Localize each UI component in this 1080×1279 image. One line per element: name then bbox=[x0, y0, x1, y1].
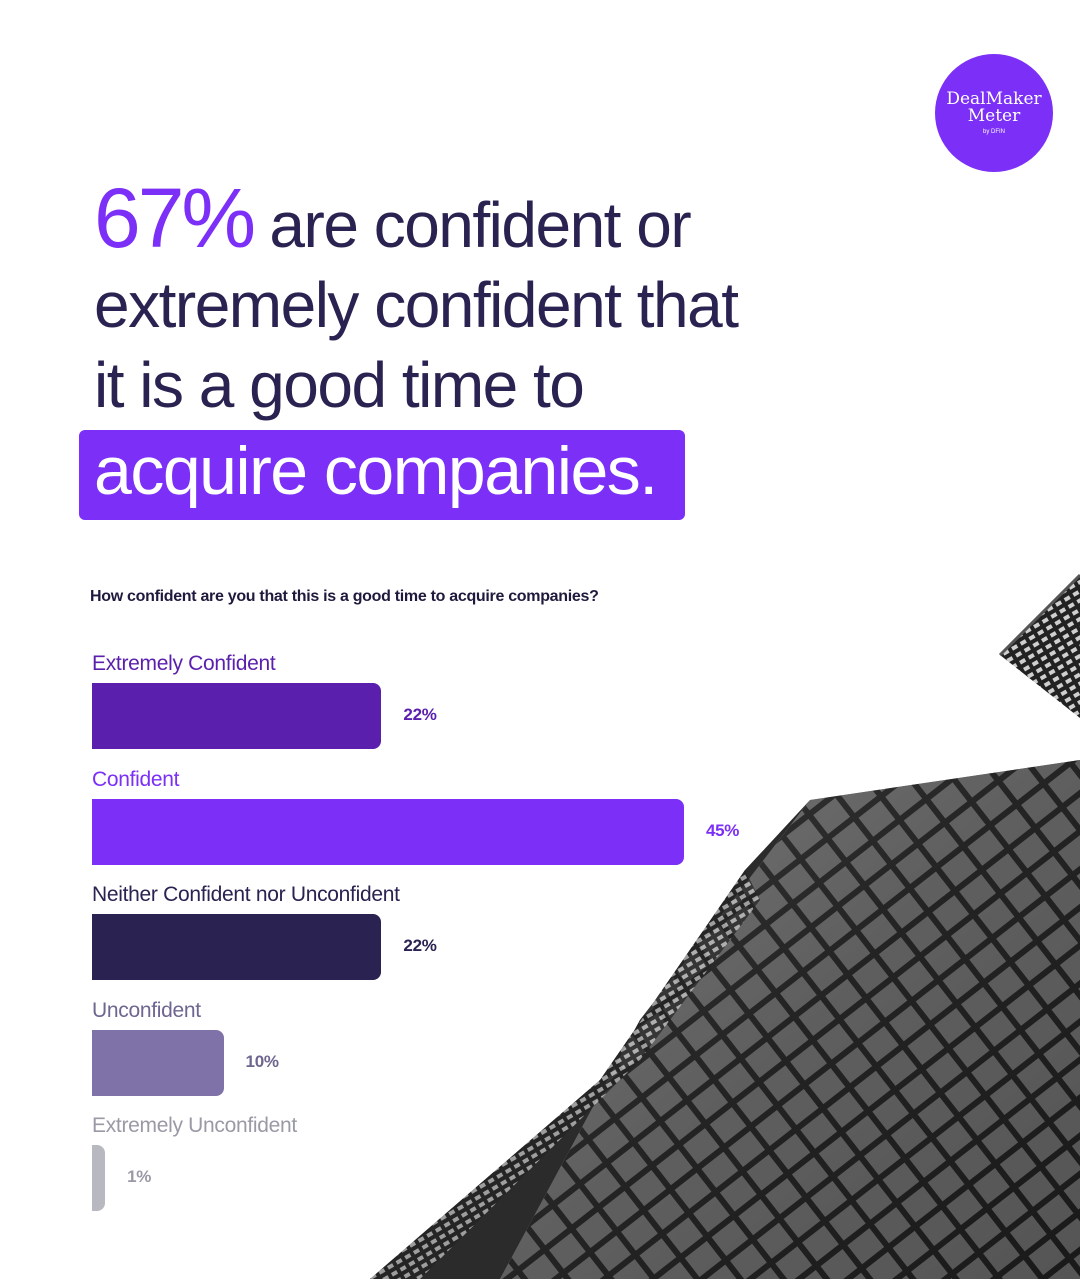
headline-highlight-text: acquire companies. bbox=[94, 433, 658, 509]
headline-line-3: it is a good time to bbox=[94, 349, 585, 421]
value-label: 45% bbox=[706, 820, 740, 840]
chart-title: How confident are you that this is a goo… bbox=[90, 588, 599, 605]
headline-percent: 67% bbox=[94, 171, 256, 265]
headline-highlight-box bbox=[79, 430, 685, 520]
bar bbox=[92, 798, 684, 865]
logo-line-3: by DFIN bbox=[982, 129, 1005, 135]
bar bbox=[92, 1145, 106, 1211]
headline-line-2: extremely confident that bbox=[94, 269, 739, 341]
value-label: 22% bbox=[403, 936, 437, 955]
category-label: Confident bbox=[92, 767, 180, 791]
value-label: 22% bbox=[403, 705, 437, 724]
bar bbox=[92, 1029, 224, 1096]
bar bbox=[92, 914, 382, 980]
logo-line-1: DealMaker bbox=[946, 89, 1042, 109]
value-label: 1% bbox=[127, 1167, 152, 1186]
category-label: Extremely Unconfident bbox=[92, 1114, 297, 1137]
bar bbox=[92, 683, 382, 749]
logo-line-2: Meter bbox=[967, 106, 1021, 126]
value-label: 10% bbox=[245, 1051, 279, 1071]
dealmaker-meter-logo: DealMaker Meter by DFIN bbox=[935, 54, 1053, 172]
category-label: Neither Confident nor Unconfident bbox=[92, 883, 400, 906]
category-label: Extremely Confident bbox=[92, 652, 276, 675]
headline-line-1: are confident or bbox=[253, 189, 691, 261]
headline: 67% are confident or extremely confident… bbox=[94, 176, 894, 425]
category-label: Unconfident bbox=[92, 998, 201, 1022]
